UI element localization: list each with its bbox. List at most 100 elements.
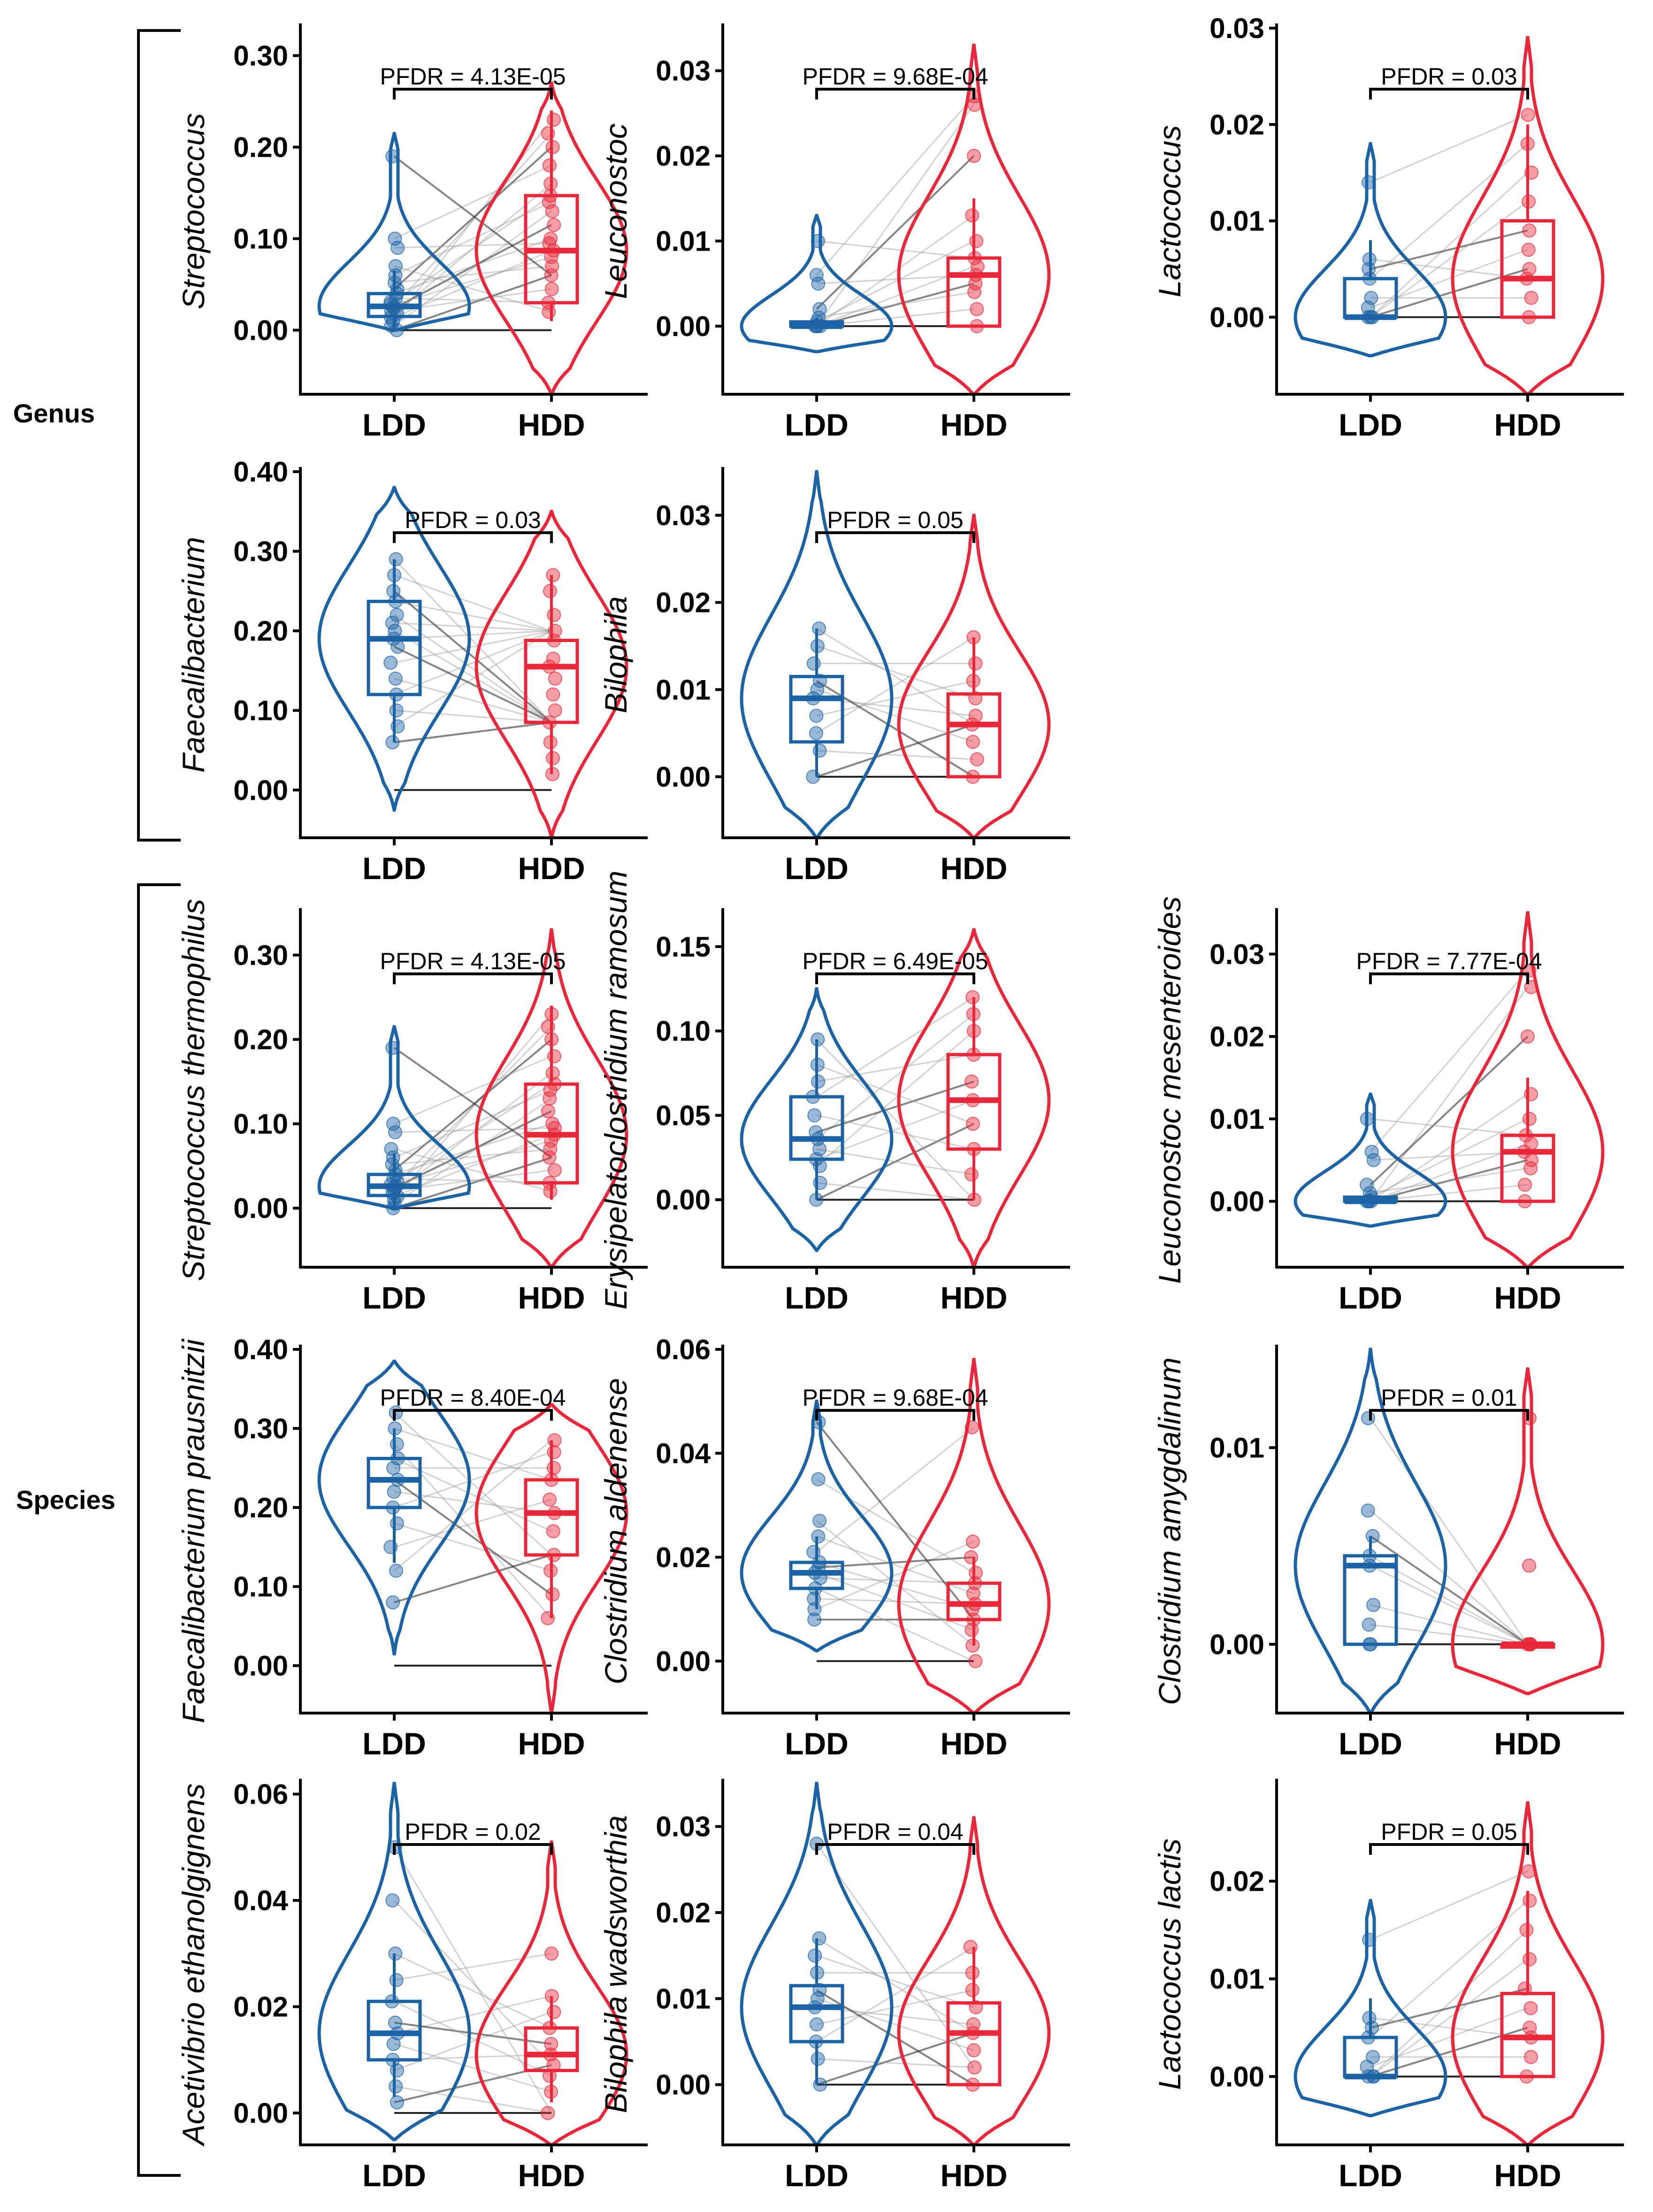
- hdd-violin: [1451, 1367, 1605, 1695]
- data-point: [386, 2036, 401, 2051]
- data-point: [812, 621, 826, 636]
- pair-line: [816, 1946, 974, 2043]
- y-tick-label: 0.20: [233, 1024, 288, 1056]
- hdd-box: [946, 692, 1002, 779]
- pair-line: [393, 1039, 552, 1171]
- data-point: [967, 251, 982, 265]
- y-axis-title: Leuconostoc mesenteroides: [1152, 896, 1187, 1284]
- data-point: [809, 268, 824, 282]
- data-point: [388, 624, 402, 638]
- y-tick-label: 0.01: [656, 674, 711, 705]
- data-point: [970, 302, 984, 316]
- pfdr-label: PFDR = 4.13E-05: [380, 63, 566, 90]
- data-point: [1519, 1923, 1534, 1937]
- data-point: [541, 2106, 555, 2120]
- data-point: [967, 2060, 982, 2074]
- data-point: [966, 1612, 981, 1627]
- pair-line: [394, 2085, 552, 2114]
- pair-line: [816, 1064, 974, 1125]
- y-tick-label: 0.02: [1209, 109, 1264, 140]
- x-tick-label: LDD: [1339, 407, 1402, 442]
- data-point: [965, 208, 980, 223]
- panel-12: 0.00 0.01 0.02 0.03 LDD HDD Bilophila wadswort…: [598, 1779, 1070, 2193]
- data-point: [808, 1948, 822, 1963]
- pair-line: [394, 2000, 552, 2077]
- pair-line: [1370, 2017, 1528, 2038]
- y-tick-label: 0.10: [233, 695, 288, 727]
- panel-1: 0.00 0.01 0.02 0.03 LDD HDD Leuconostoc PFDR = …: [598, 23, 1070, 442]
- data-point: [543, 231, 558, 246]
- pair-line: [1370, 970, 1529, 1153]
- x-tick-label: LDD: [785, 407, 849, 442]
- data-point: [968, 1597, 982, 1611]
- pair-line: [393, 155, 552, 276]
- data-point: [546, 651, 560, 666]
- data-point: [810, 1966, 825, 1980]
- pair-line: [1370, 259, 1528, 280]
- data-point: [388, 2015, 402, 2030]
- y-axis-title: Erysipelatoclostridium ramosum: [598, 871, 633, 1309]
- data-point: [386, 1595, 400, 1610]
- data-point: [811, 2051, 825, 2066]
- data-point: [1366, 1598, 1381, 1612]
- y-tick-label: 0.01: [1209, 206, 1264, 237]
- significance-bracket: [393, 531, 553, 543]
- data-point: [548, 703, 562, 718]
- data-point: [965, 2077, 980, 2092]
- data-point: [541, 1019, 555, 1034]
- x-tick-label: LDD: [785, 2158, 849, 2193]
- hdd-box: [946, 256, 1002, 328]
- y-tick-label: 0.00: [656, 311, 711, 342]
- panels: 0.00 0.10 0.20 0.30 LDD HDD Streptococcus PFDR …: [176, 13, 1624, 2193]
- data-point: [969, 1566, 983, 1580]
- data-point: [385, 735, 400, 750]
- data-point: [546, 751, 560, 765]
- data-point: [543, 1493, 557, 1507]
- data-point: [385, 1041, 400, 1055]
- ldd-violin: [317, 1359, 471, 1656]
- data-point: [966, 2043, 981, 2058]
- data-point: [1361, 1503, 1375, 1518]
- data-point: [1524, 291, 1538, 305]
- data-point: [964, 1167, 979, 1182]
- data-point: [809, 2035, 823, 2049]
- data-point: [1518, 1982, 1532, 1996]
- hdd-box: [524, 638, 579, 724]
- data-point: [1362, 1558, 1377, 1573]
- x-tick-label: LDD: [362, 1280, 426, 1315]
- data-point: [1521, 1637, 1535, 1652]
- y-axis-title: Lactococcus: [1152, 125, 1187, 298]
- pair-line: [816, 1520, 974, 1646]
- pair-line: [393, 1047, 552, 1158]
- y-axis-title: Streptococcus thermophilus: [176, 899, 211, 1281]
- pair-line: [816, 1541, 974, 1610]
- data-point: [1366, 2050, 1380, 2064]
- data-point: [812, 674, 827, 688]
- pfdr-label: PFDR = 4.13E-05: [380, 948, 566, 974]
- pair-line: [393, 1412, 552, 1556]
- data-point: [1363, 1637, 1378, 1652]
- data-point: [385, 1893, 400, 1908]
- data-point: [966, 770, 980, 784]
- data-point: [547, 2005, 561, 2019]
- y-tick-label: 0.06: [656, 1334, 711, 1365]
- data-point: [543, 2047, 558, 2062]
- data-point: [544, 1989, 559, 2003]
- x-tick-label: LDD: [785, 1726, 849, 1761]
- pair-line: [393, 133, 552, 307]
- x-tick-label: LDD: [362, 851, 426, 886]
- data-point: [389, 687, 404, 702]
- y-tick-label: 0.03: [656, 500, 711, 531]
- pfdr-label: PFDR = 0.04: [827, 1819, 963, 1845]
- data-point: [390, 2095, 404, 2110]
- y-tick-label: 0.20: [233, 615, 288, 647]
- data-point: [813, 2077, 827, 2092]
- data-point: [965, 717, 980, 732]
- y-tick-label: 0.40: [233, 456, 288, 488]
- y-tick-label: 0.02: [656, 1897, 711, 1929]
- significance-bracket: [815, 1409, 975, 1421]
- pair-line: [816, 104, 975, 327]
- y-tick-label: 0.00: [1209, 1186, 1264, 1217]
- data-point: [1523, 1952, 1537, 1967]
- data-point: [1523, 1893, 1537, 1908]
